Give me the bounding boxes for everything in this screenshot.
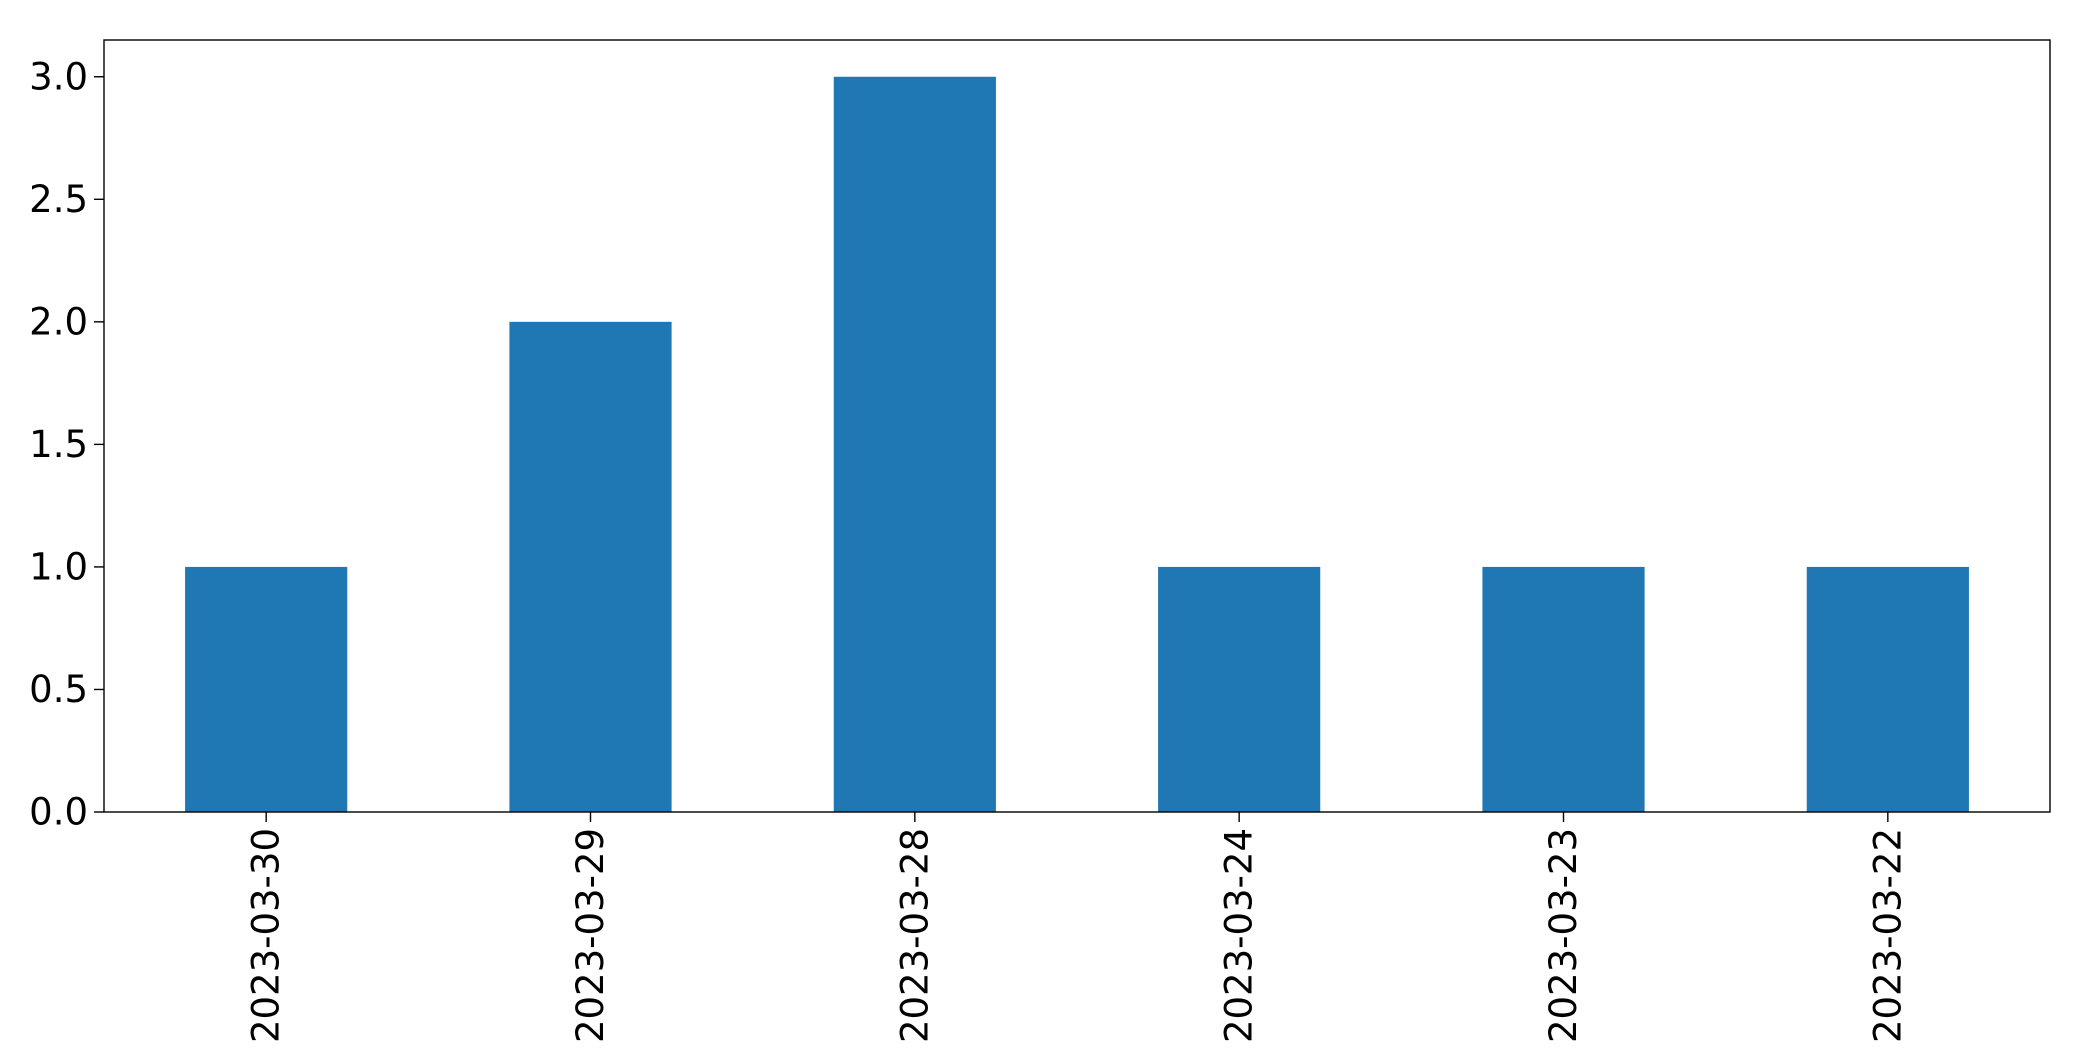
x-tick-label: 2023-03-30 <box>245 828 288 1043</box>
x-tick-label: 2023-03-22 <box>1866 828 1909 1043</box>
bar-2023-03-29 <box>509 321 672 812</box>
y-tick-label: 0.5 <box>29 668 88 711</box>
x-axis: 2023-03-30 2023-03-29 2023-03-28 2023-03-24… <box>245 812 1909 1043</box>
x-tick-label: 2023-03-24 <box>1218 828 1261 1043</box>
y-tick-label: 2.0 <box>29 300 88 343</box>
x-tick-label: 2023-03-23 <box>1542 828 1585 1043</box>
x-tick-label: 2023-03-29 <box>569 828 612 1043</box>
bars-layer <box>185 76 1969 812</box>
bar-2023-03-23 <box>1482 566 1645 812</box>
plot-frame <box>103 39 2051 813</box>
y-tick-label: 3.0 <box>29 55 88 98</box>
y-tick-label: 2.5 <box>29 178 88 221</box>
bar-2023-03-24 <box>1158 566 1321 812</box>
y-axis: 0.0 0.5 1.0 1.5 2.0 2.5 3.0 <box>29 55 104 834</box>
y-tick-label: 1.5 <box>29 423 88 466</box>
bar-2023-03-30 <box>185 566 348 812</box>
y-tick-label: 1.0 <box>29 545 88 588</box>
bar-2023-03-28 <box>833 76 996 812</box>
bar-2023-03-22 <box>1806 566 1969 812</box>
x-tick-label: 2023-03-28 <box>893 828 936 1043</box>
y-tick-label: 0.0 <box>29 791 88 834</box>
